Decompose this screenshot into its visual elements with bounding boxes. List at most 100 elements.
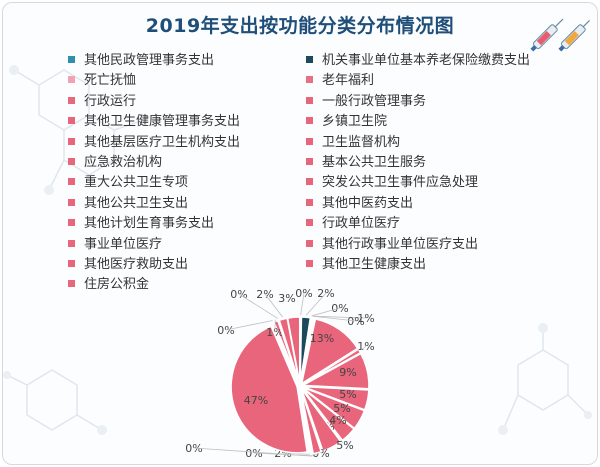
- legend-label: 乡镇卫生院: [322, 114, 388, 130]
- pie-slice: [302, 385, 370, 411]
- data-label: 47%: [244, 394, 268, 407]
- legend-swatch: [68, 158, 75, 165]
- legend-swatch: [306, 76, 313, 84]
- data-label: 0%: [230, 288, 247, 301]
- legend-swatch: [306, 219, 313, 227]
- legend-swatch: [68, 117, 75, 125]
- legend-label: 其他民政管理事务支出: [84, 53, 215, 68]
- legend-label: 其他医疗救助支出: [84, 257, 189, 272]
- legend-swatch: [306, 178, 313, 186]
- legend-swatch: [68, 96, 75, 104]
- legend-item: 重大公共卫生专项: [68, 174, 188, 192]
- leader-line: [225, 320, 273, 331]
- legend-item: 其他民政管理事务支出: [68, 52, 214, 70]
- legend-label: 其他公共卫生支出: [84, 195, 189, 211]
- data-label: 5%: [333, 402, 350, 415]
- pie-slice: [230, 325, 309, 454]
- legend-swatch: [306, 158, 313, 165]
- legend-label: 行政单位医疗: [322, 216, 401, 232]
- data-label: 4%: [329, 414, 346, 427]
- legend-item: 其他卫生健康支出: [306, 256, 426, 274]
- legend-swatch: [68, 280, 75, 288]
- legend-item: 其他医疗救助支出: [68, 256, 188, 274]
- data-label: 13%: [310, 332, 334, 345]
- data-label: 0%: [185, 442, 202, 455]
- legend-item: 行政单位医疗: [306, 215, 400, 233]
- leader-line: [193, 447, 312, 457]
- pie-slice: [302, 348, 362, 386]
- legend-label: 其他行政事业单位医疗支出: [322, 236, 479, 252]
- legend-label: 事业单位医疗: [84, 236, 163, 252]
- legend-label: 死亡抚恤: [84, 73, 137, 89]
- legend-item: 其他中医药支出: [306, 195, 413, 213]
- chart-title: 2019年支出按功能分类分布情况图: [145, 15, 455, 37]
- molecule-decoration-bottom-left: [3, 369, 107, 435]
- legend-label: 住房公积金: [84, 277, 150, 293]
- legend-swatch: [306, 117, 313, 125]
- data-label: 1%: [266, 326, 283, 339]
- legend-item: 其他行政事业单位医疗支出: [306, 236, 478, 254]
- legend-swatch: [306, 56, 313, 63]
- leader-line: [311, 307, 341, 317]
- legend-swatch: [306, 198, 313, 206]
- legend-item: 应急救治机构: [68, 154, 162, 172]
- legend-item: 住房公积金: [68, 276, 149, 294]
- molecule-decoration-bottom-right: [498, 323, 592, 435]
- data-label: 0%: [217, 324, 234, 337]
- pie-slice: [300, 318, 359, 386]
- legend-item: 其他基层医疗卫生机构支出: [68, 134, 240, 152]
- legend-label: 基本公共卫生服务: [322, 155, 427, 170]
- legend-item: 行政运行: [68, 93, 136, 111]
- legend-item: 事业单位医疗: [68, 236, 162, 254]
- legend-label: 一般行政管理事务: [322, 93, 427, 109]
- pie-slice: [302, 386, 366, 430]
- legend-label: 行政运行: [84, 93, 137, 109]
- legend-item: 死亡抚恤: [68, 72, 136, 90]
- legend-label: 其他卫生健康支出: [322, 257, 427, 272]
- data-label: 0%: [331, 302, 348, 315]
- leader-line: [305, 292, 327, 316]
- data-label: 5%: [336, 439, 353, 452]
- leader-line: [314, 316, 357, 322]
- legend-item: 老年福利: [306, 72, 374, 90]
- legend-item: 其他公共卫生支出: [68, 195, 188, 213]
- legend-item: 一般行政管理事务: [306, 93, 426, 111]
- legend-item: 其他计划生育事务支出: [68, 215, 214, 233]
- legend-label: 其他基层医疗卫生机构支出: [84, 134, 241, 150]
- molecule-decoration-left: [9, 65, 149, 195]
- legend-swatch: [68, 178, 75, 186]
- legend-item: 其他卫生健康管理事务支出: [68, 113, 240, 131]
- pie-slice: [300, 352, 370, 390]
- leader-line: [238, 293, 279, 319]
- legend-label: 卫生监督机构: [322, 134, 401, 150]
- legend-swatch: [68, 219, 75, 227]
- leader-line: [312, 315, 367, 319]
- pie-slice: [299, 317, 316, 384]
- legend-label: 其他计划生育事务支出: [84, 216, 215, 232]
- legend-item: 机关事业单位基本养老保险缴费支出: [306, 52, 530, 70]
- syringe-icon: [530, 18, 590, 52]
- leader-line: [360, 345, 367, 351]
- legend-swatch: [68, 76, 75, 84]
- pie-slice: [299, 388, 313, 456]
- legend-label: 应急救治机构: [84, 155, 163, 170]
- data-label: 5%: [339, 388, 356, 401]
- legend-swatch: [306, 260, 313, 267]
- legend-swatch: [68, 239, 75, 247]
- legend-item: 乡镇卫生院: [306, 113, 387, 131]
- legend-label: 其他中医药支出: [322, 195, 414, 211]
- legend-swatch: [68, 56, 75, 63]
- legend-swatch: [68, 260, 75, 267]
- data-label: 0%: [347, 315, 364, 328]
- leader-line: [300, 292, 305, 316]
- data-label: 1%: [357, 312, 374, 325]
- legend-label: 其他卫生健康管理事务支出: [84, 114, 241, 130]
- leader-line: [264, 293, 284, 318]
- legend-label: 突发公共卫生事件应急处理: [322, 175, 479, 191]
- legend-label: 老年福利: [322, 73, 375, 89]
- legend-swatch: [306, 239, 313, 247]
- data-label: 0%: [245, 447, 262, 460]
- pie-slice: [286, 316, 301, 384]
